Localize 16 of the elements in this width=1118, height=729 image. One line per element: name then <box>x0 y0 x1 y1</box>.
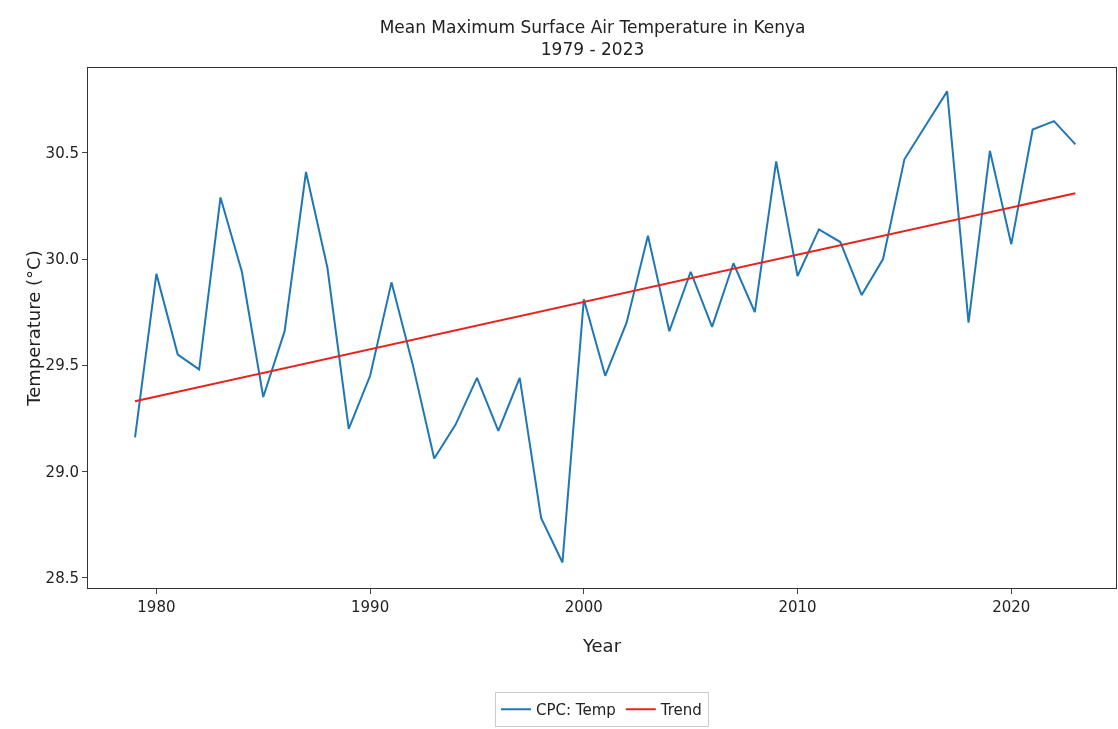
line-series <box>134 90 1077 564</box>
x-tick-label: 2020 <box>992 598 1031 616</box>
y-tick-label: 29.5 <box>45 356 79 375</box>
legend-label: Trend <box>659 701 702 720</box>
x-axis-title: Year <box>581 635 622 656</box>
x-tick-label: 1980 <box>137 598 176 616</box>
y-tick-label: 30.0 <box>45 250 79 269</box>
y-axis-title: Temperature (°C) <box>22 250 44 407</box>
legend-label: CPC: Temp <box>536 701 616 720</box>
x-tick-label: 1990 <box>351 598 390 616</box>
y-tick-label: 29.0 <box>45 462 79 481</box>
x-tick-label: 2000 <box>564 598 603 616</box>
x-tick-label: 2010 <box>778 598 817 616</box>
y-tick-label: 30.5 <box>45 144 79 163</box>
y-tick-label: 28.5 <box>45 568 79 587</box>
chart-title: Mean Maximum Surface Air Temperature in Kenya 1979 - 2023 <box>379 16 806 59</box>
